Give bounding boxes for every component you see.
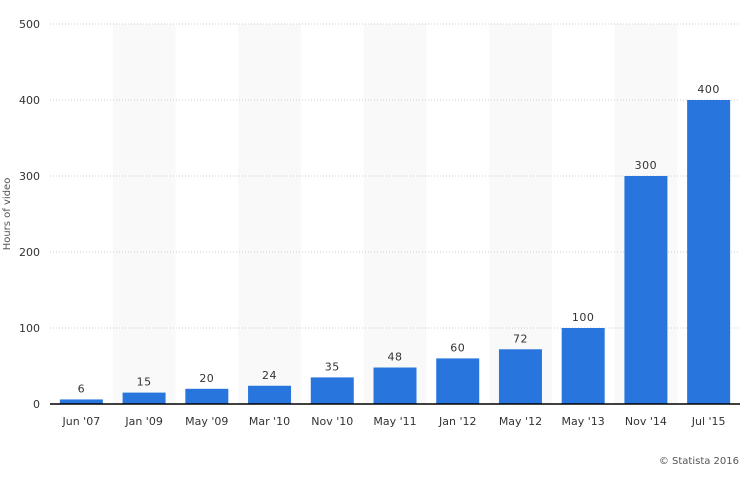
x-tick-label: Nov '14 (625, 415, 667, 428)
background-band (238, 24, 301, 404)
y-tick-label: 0 (33, 398, 40, 411)
data-label: 300 (635, 159, 658, 172)
bar (436, 358, 480, 404)
x-tick-label: Nov '10 (311, 415, 353, 428)
y-tick-label: 500 (19, 18, 40, 31)
x-tick-label: May '13 (562, 415, 605, 428)
background-band (489, 24, 552, 404)
data-label: 20 (199, 372, 214, 385)
y-tick-label: 200 (19, 246, 40, 259)
statista-credit[interactable]: © Statista 2016 (658, 456, 739, 467)
bar (122, 392, 166, 404)
data-label: 35 (325, 360, 340, 373)
bar (561, 328, 605, 404)
x-tick-label: Jan '12 (438, 415, 476, 428)
data-label: 100 (572, 311, 595, 324)
bar (624, 176, 668, 404)
data-label: 48 (388, 351, 403, 364)
x-tick-label: May '11 (373, 415, 416, 428)
data-label: 24 (262, 369, 277, 382)
bar (248, 385, 292, 404)
bar (185, 388, 229, 404)
x-tick-label: Jul '15 (691, 415, 726, 428)
y-tick-label: 300 (19, 170, 40, 183)
bar (498, 349, 542, 404)
y-axis-label: Hours of video (2, 178, 13, 251)
bar (59, 399, 103, 404)
bar (687, 100, 731, 404)
background-band (112, 24, 176, 404)
background-band (363, 24, 427, 404)
data-label: 15 (137, 376, 152, 389)
x-tick-label: Mar '10 (249, 415, 290, 428)
x-tick-label: Jan '09 (124, 415, 162, 428)
data-label: 72 (513, 332, 528, 345)
y-tick-label: 400 (19, 94, 40, 107)
x-tick-label: Jun '07 (62, 415, 101, 428)
x-tick-label: May '09 (185, 415, 228, 428)
x-tick-label: May '12 (499, 415, 542, 428)
data-label: 60 (450, 341, 465, 354)
bar (373, 367, 417, 404)
data-label: 400 (697, 83, 720, 96)
bar (310, 377, 354, 404)
y-tick-label: 100 (19, 322, 40, 335)
data-label: 6 (78, 382, 86, 395)
